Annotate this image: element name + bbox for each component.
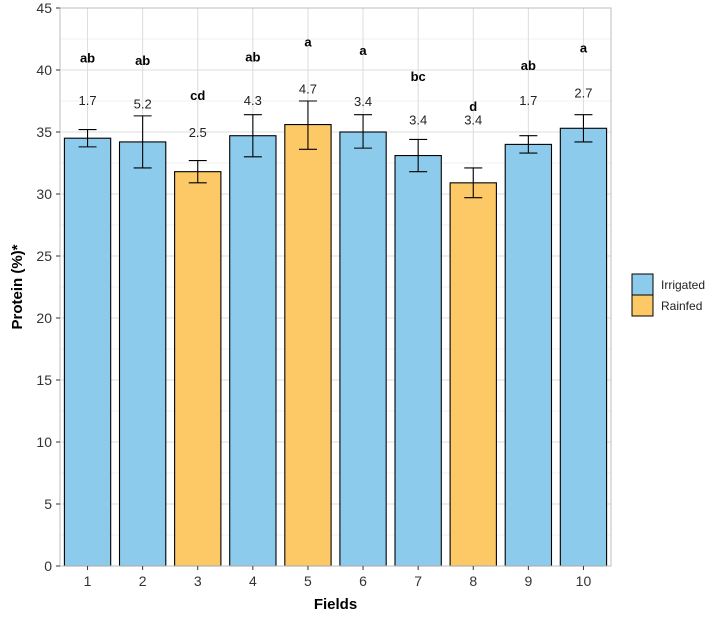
plot-border — [59, 7, 612, 567]
bar-field-7 — [394, 155, 442, 567]
legend-label-irrigated: Irrigated — [661, 278, 705, 292]
bar-field-4 — [229, 135, 277, 567]
cv-label: 3.4 — [354, 94, 372, 109]
cv-label: 2.5 — [189, 125, 207, 140]
cv-label: 2.7 — [574, 85, 592, 100]
significance-letter: ab — [245, 49, 260, 64]
cv-label: 5.2 — [134, 96, 152, 111]
x-tick-label: 7 — [414, 573, 422, 589]
bar-field-3 — [174, 171, 222, 567]
y-tick-label: 40 — [36, 62, 52, 78]
x-tick-label: 2 — [139, 573, 147, 589]
bar-field-9 — [504, 143, 553, 567]
legend-key-rainfed — [631, 294, 654, 317]
bar-field-6 — [339, 131, 387, 567]
significance-letter: ab — [135, 53, 150, 68]
x-tick-label: 4 — [249, 573, 257, 589]
significance-letter: bc — [411, 69, 426, 84]
x-tick-label: 6 — [359, 573, 367, 589]
cv-label: 1.7 — [519, 93, 537, 108]
y-tick-label: 30 — [36, 186, 52, 202]
bars — [63, 124, 608, 567]
x-tick-label: 3 — [194, 573, 202, 589]
error-bars — [78, 100, 593, 199]
y-tick-label: 45 — [36, 0, 52, 16]
bar-field-1 — [63, 137, 112, 567]
x-tick-label: 8 — [469, 573, 477, 589]
bar-field-2 — [118, 141, 167, 567]
legend-key-irrigated — [631, 273, 654, 296]
significance-letter: a — [580, 41, 588, 56]
y-axis-title: Protein (%)* — [9, 244, 26, 329]
y-tick-label: 0 — [44, 558, 52, 574]
bar-field-5 — [284, 124, 332, 567]
y-tick-label: 25 — [36, 248, 52, 264]
cv-label: 4.3 — [244, 93, 262, 108]
x-tick-label: 1 — [84, 573, 92, 589]
cv-label: 4.7 — [299, 82, 317, 97]
y-tick-label: 35 — [36, 124, 52, 140]
legend: Irrigated Rainfed — [631, 273, 705, 317]
cv-label: 1.7 — [79, 93, 97, 108]
y-tick-label: 15 — [36, 372, 52, 388]
significance-letter: ab — [80, 51, 95, 66]
x-tick-label: 10 — [576, 573, 592, 589]
x-axis-title: Fields — [314, 596, 357, 613]
cv-label: 3.4 — [409, 113, 427, 128]
legend-label-rainfed: Rainfed — [661, 299, 702, 313]
significance-letter: a — [359, 43, 367, 58]
significance-letter: cd — [190, 88, 205, 103]
y-tick-label: 20 — [36, 310, 52, 326]
y-tick-label: 10 — [36, 434, 52, 450]
significance-letter: ab — [521, 58, 536, 73]
significance-letter: a — [304, 34, 312, 49]
significance-letter: d — [469, 99, 477, 114]
bar-field-8 — [449, 182, 497, 567]
cv-label: 3.4 — [464, 113, 482, 128]
y-tick-label: 5 — [44, 496, 52, 512]
x-tick-label: 9 — [524, 573, 532, 589]
x-tick-label: 5 — [304, 573, 312, 589]
bar-field-10 — [559, 127, 608, 567]
